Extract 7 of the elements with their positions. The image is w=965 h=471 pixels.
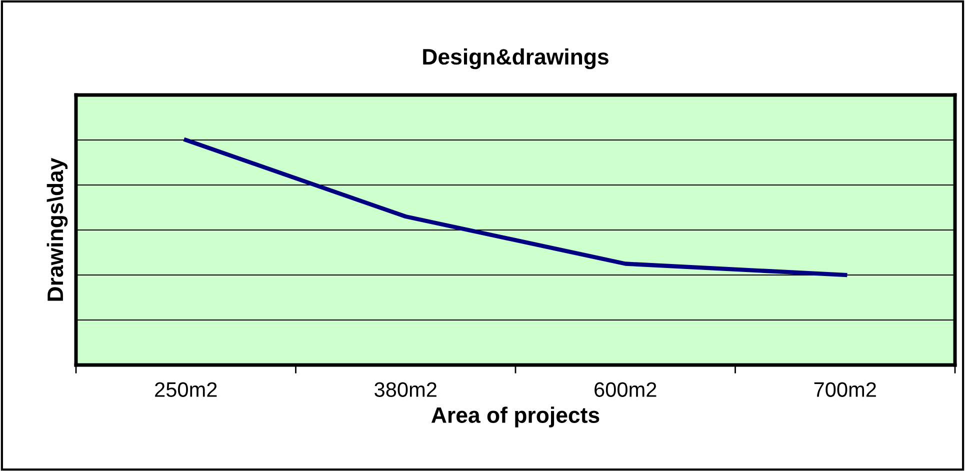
chart-title: Design&drawings <box>423 48 608 70</box>
x-tick-label: 600m2 <box>594 382 656 397</box>
x-tick-label: 380m2 <box>374 382 436 397</box>
x-axis-title: Area of projects <box>431 406 600 428</box>
x-tick-label: 250m2 <box>155 382 217 397</box>
x-tick-label: 700m2 <box>814 382 876 397</box>
y-axis-title: Drawings\day <box>46 158 68 301</box>
